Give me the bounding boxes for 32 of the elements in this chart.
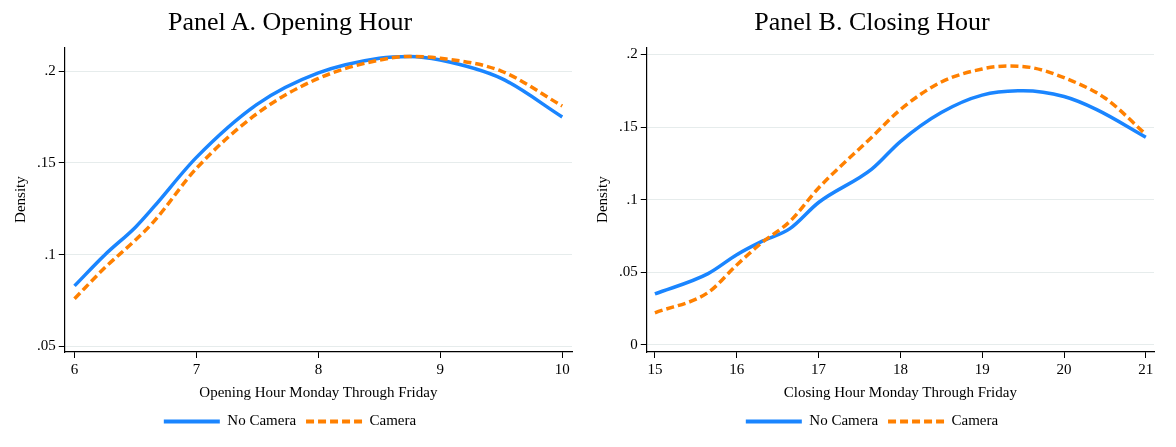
- legend-label: No Camera: [227, 412, 297, 429]
- legend-label: No Camera: [809, 412, 879, 429]
- line-series: [653, 88, 1148, 296]
- legend-label: Camera: [369, 412, 417, 429]
- x-tick-label: 17: [811, 360, 827, 377]
- x-tick-label: 15: [647, 360, 663, 377]
- x-tick-label: 19: [974, 360, 990, 377]
- y-tick-label: .15: [37, 153, 56, 170]
- x-tick-label: 10: [554, 360, 570, 377]
- x-tick-label: 20: [1056, 360, 1072, 377]
- x-axis-title: Opening Hour Monday Through Friday: [199, 383, 438, 400]
- x-tick-label: 9: [436, 360, 445, 377]
- y-tick-label: .2: [44, 62, 56, 79]
- chart-title: Panel A. Opening Hour: [167, 7, 413, 37]
- y-tick-label: .2: [626, 45, 638, 62]
- y-tick-label: 0: [630, 335, 638, 352]
- y-tick-label: .1: [44, 245, 56, 262]
- x-tick-label: 7: [192, 360, 201, 377]
- x-tick-label: 8: [314, 360, 323, 377]
- legend-label: Camera: [951, 412, 999, 429]
- y-tick-label: .1: [626, 190, 638, 207]
- y-tick-label: .05: [619, 263, 638, 280]
- y-axis-title: Density: [11, 175, 28, 223]
- chart-title: Panel B. Closing Hour: [754, 7, 991, 37]
- y-tick-label: .15: [619, 117, 638, 134]
- x-tick-label: 18: [892, 360, 908, 377]
- x-tick-label: 6: [70, 360, 79, 377]
- y-axis-title: Density: [593, 175, 610, 223]
- x-tick-label: 21: [1138, 360, 1154, 377]
- x-axis-title: Closing Hour Monday Through Friday: [783, 383, 1018, 400]
- x-tick-label: 16: [729, 360, 745, 377]
- y-tick-label: .05: [37, 337, 56, 354]
